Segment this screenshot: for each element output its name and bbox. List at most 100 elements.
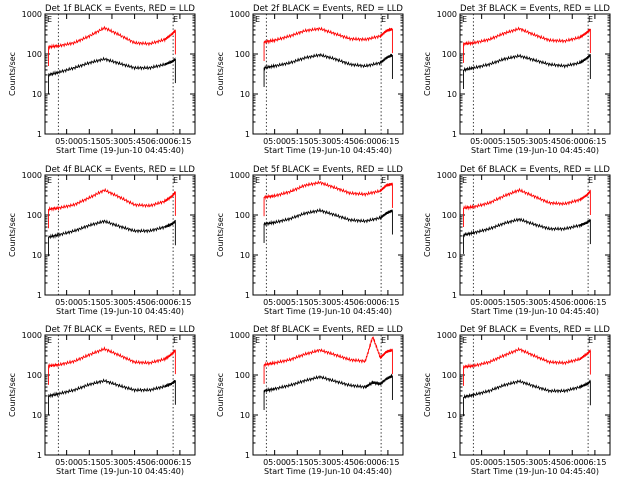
x-axis-label: Start Time (19-Jun-10 04:45:40) xyxy=(471,467,599,476)
y-tick-label: 1 xyxy=(245,451,250,460)
x-tick-label: 05:30 xyxy=(515,458,538,467)
x-tick-label: 06:15 xyxy=(168,458,191,467)
y-tick-label: 1000 xyxy=(22,171,42,180)
y-tick-label: 10 xyxy=(240,411,250,420)
annotation-e-left: E xyxy=(255,176,260,185)
x-tick-label: 05:15 xyxy=(78,298,101,307)
x-tick-label: 06:00 xyxy=(146,137,169,146)
series-lld-red-line xyxy=(463,187,591,211)
x-axis-label: Start Time (19-Jun-10 04:45:40) xyxy=(56,467,184,476)
y-tick-label: 10 xyxy=(447,411,457,420)
y-tick-label: 1000 xyxy=(437,331,457,340)
y-tick-label: 100 xyxy=(442,371,457,380)
x-tick-label: 06:15 xyxy=(168,137,191,146)
x-tick-label: 05:15 xyxy=(78,137,101,146)
panel-det-9: Det 9f BLACK = Events, RED = LLD 1 10 100 10… xyxy=(423,325,611,476)
x-tick-label: 05:30 xyxy=(100,137,123,146)
x-axis-label: Start Time (19-Jun-10 04:45:40) xyxy=(264,146,392,155)
x-axis-label: Start Time (19-Jun-10 04:45:40) xyxy=(471,146,599,155)
y-tick-label: 100 xyxy=(442,211,457,220)
annotation-e-left: E xyxy=(462,176,467,185)
plot-frame xyxy=(252,174,404,296)
x-tick-label: 06:15 xyxy=(376,298,399,307)
panel-title: Det 5f BLACK = Events, RED = LLD xyxy=(253,165,403,175)
annotation-e-left: E xyxy=(47,15,52,24)
x-tick-label: 06:15 xyxy=(583,298,606,307)
annotation-e-right: E xyxy=(588,176,593,185)
y-tick-label: 10 xyxy=(447,90,457,99)
x-axis-label: Start Time (19-Jun-10 04:45:40) xyxy=(264,307,392,316)
x-tick-label: 05:00 xyxy=(55,458,78,467)
x-tick-label: 05:00 xyxy=(470,137,493,146)
y-tick-label: 10 xyxy=(240,251,250,260)
y-axis-label: Counts/sec xyxy=(8,213,17,257)
x-tick-label: 05:00 xyxy=(470,298,493,307)
x-tick-label: 05:30 xyxy=(515,298,538,307)
annotation-e-right: E xyxy=(173,336,178,345)
x-tick-label: 05:00 xyxy=(263,137,286,146)
x-tick-label: 05:15 xyxy=(286,137,309,146)
x-tick-label: 05:00 xyxy=(470,458,493,467)
x-tick-label: 06:15 xyxy=(376,458,399,467)
y-tick-label: 10 xyxy=(447,251,457,260)
x-tick-label: 06:00 xyxy=(146,458,169,467)
annotation-e-left: E xyxy=(255,336,260,345)
plot-frame xyxy=(252,13,404,135)
annotation-e-right: E xyxy=(381,336,386,345)
x-tick-label: 06:15 xyxy=(583,458,606,467)
panel-det-2: Det 2f BLACK = Events, RED = LLD 1 10 100 10… xyxy=(216,4,404,155)
x-axis-label: Start Time (19-Jun-10 04:45:40) xyxy=(264,467,392,476)
annotation-e-left: E xyxy=(462,336,467,345)
series-events-black-line xyxy=(463,217,591,238)
annotation-e-right: E xyxy=(173,15,178,24)
plot-frame xyxy=(44,13,196,135)
x-tick-label: 05:30 xyxy=(100,458,123,467)
x-tick-label: 05:45 xyxy=(123,298,146,307)
x-tick-label: 05:15 xyxy=(286,298,309,307)
annotation-e-left: E xyxy=(47,336,52,345)
y-tick-label: 100 xyxy=(235,211,250,220)
panel-title: Det 1f BLACK = Events, RED = LLD xyxy=(45,4,195,14)
x-axis-label: Start Time (19-Jun-10 04:45:40) xyxy=(56,146,184,155)
x-tick-label: 06:15 xyxy=(168,298,191,307)
y-tick-label: 1 xyxy=(37,130,42,139)
x-tick-label: 05:00 xyxy=(263,298,286,307)
annotation-e-right: E xyxy=(381,176,386,185)
y-tick-label: 100 xyxy=(27,211,42,220)
y-tick-label: 1 xyxy=(452,130,457,139)
series-lld-red-line xyxy=(263,180,393,201)
y-tick-label: 10 xyxy=(32,411,42,420)
panel-det-4: Det 4f BLACK = Events, RED = LLD 1 10 100 10… xyxy=(8,165,196,316)
annotation-e-left: E xyxy=(462,15,467,24)
y-tick-label: 1000 xyxy=(437,171,457,180)
y-tick-label: 100 xyxy=(235,371,250,380)
x-tick-label: 05:00 xyxy=(263,458,286,467)
series-events-black-line xyxy=(48,56,176,78)
annotation-e-right: E xyxy=(381,15,386,24)
x-tick-label: 05:45 xyxy=(331,137,354,146)
x-tick-label: 06:00 xyxy=(561,137,584,146)
x-tick-label: 06:00 xyxy=(561,298,584,307)
panel-title: Det 4f BLACK = Events, RED = LLD xyxy=(45,165,195,175)
plot-frame xyxy=(459,13,611,135)
y-tick-label: 1000 xyxy=(230,171,250,180)
panel-det-7: Det 7f BLACK = Events, RED = LLD 1 10 100 10… xyxy=(8,325,196,476)
annotation-e-right: E xyxy=(173,176,178,185)
series-lld-red-line xyxy=(263,336,393,368)
y-axis-label: Counts/sec xyxy=(423,52,432,96)
x-tick-label: 05:30 xyxy=(308,137,331,146)
x-tick-label: 05:30 xyxy=(308,298,331,307)
annotation-e-left: E xyxy=(47,176,52,185)
series-events-black-line xyxy=(263,207,393,227)
y-tick-label: 100 xyxy=(442,50,457,59)
panel-title: Det 9f BLACK = Events, RED = LLD xyxy=(460,325,610,335)
panel-det-6: Det 6f BLACK = Events, RED = LLD 1 10 100 10… xyxy=(423,165,611,316)
series-lld-red-line xyxy=(463,26,591,47)
annotation-e-left: E xyxy=(255,15,260,24)
y-tick-label: 100 xyxy=(27,371,42,380)
panel-title: Det 6f BLACK = Events, RED = LLD xyxy=(460,165,610,175)
x-tick-label: 06:00 xyxy=(354,458,377,467)
panel-title: Det 8f BLACK = Events, RED = LLD xyxy=(253,325,403,335)
plot-frame xyxy=(459,174,611,296)
plot-frame xyxy=(44,334,196,456)
